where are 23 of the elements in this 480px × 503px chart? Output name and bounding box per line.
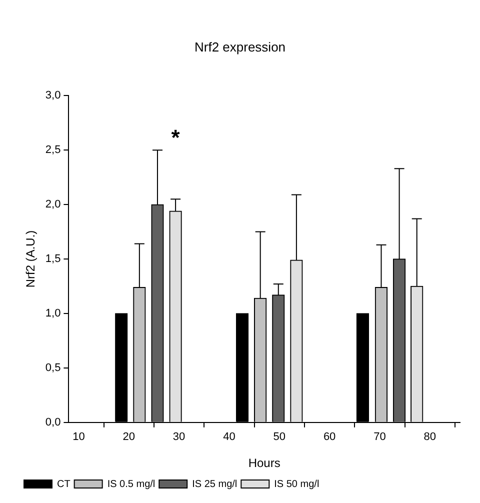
x-tick-label: 70 <box>374 431 386 444</box>
y-tick-label: 0,0 <box>45 416 61 428</box>
y-axis-title: Nrf2 (A.U.) <box>24 230 38 288</box>
x-tick-label: 30 <box>172 431 186 444</box>
legend-label: IS 0.5 mg/l <box>107 478 156 490</box>
x-tick-label: 50 <box>273 431 286 444</box>
y-tick-label: 2,0 <box>45 198 61 211</box>
y-tick-label: 1,0 <box>45 308 61 320</box>
y-tick-label: 3,0 <box>45 90 61 102</box>
annotation: * <box>171 125 180 150</box>
x-tick-label: 80 <box>424 431 436 444</box>
x-axis-title: Hours <box>248 456 280 470</box>
legend-label: CT <box>57 478 70 490</box>
x-tick-label: 10 <box>72 431 85 444</box>
y-tick-label: 1,5 <box>45 253 61 266</box>
legend-label: IS 25 mg/l <box>192 478 238 490</box>
x-tick-label: 60 <box>323 431 336 444</box>
chart-title: Nrf2 expression <box>194 39 286 54</box>
y-tick-label: 0,5 <box>45 362 61 374</box>
legend-label: IS 50 mg/l <box>274 478 320 490</box>
x-tick-label: 20 <box>122 431 136 444</box>
x-tick-label: 40 <box>223 431 236 444</box>
y-tick-label: 2,5 <box>45 144 61 156</box>
